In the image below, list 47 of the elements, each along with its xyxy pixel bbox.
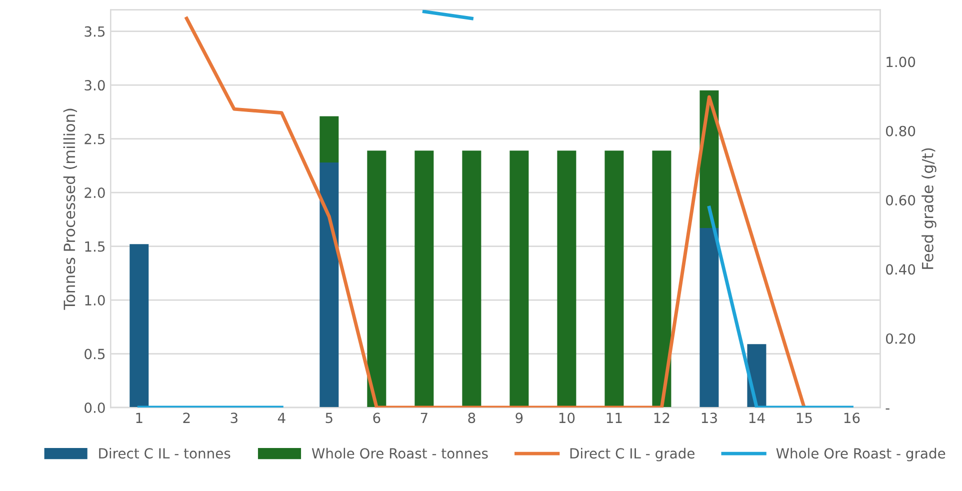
bar — [652, 150, 672, 408]
x-tick-label: 10 — [559, 412, 575, 424]
x-tick-label: 2 — [183, 412, 190, 423]
y-tick-label: 1.5 — [85, 241, 105, 252]
bar — [700, 228, 719, 408]
y-tick-label: 0.5 — [84, 348, 105, 360]
y2-tick-label: 1.00 — [886, 56, 916, 68]
y2-axis-title: Feed grade (g/t) — [922, 148, 936, 269]
y-tick-label: 2.5 — [84, 134, 105, 144]
x-tick-label: 12 — [654, 412, 670, 423]
bar — [320, 162, 339, 408]
legend-label: Whole Ore Roast - grade — [776, 448, 946, 462]
x-tick-label: 6 — [373, 412, 380, 424]
y-tick-label: 1.0 — [85, 295, 105, 306]
x-tick-label: 3 — [230, 412, 238, 424]
x-tick-label: 8 — [468, 412, 476, 424]
bar — [557, 150, 576, 408]
bar — [130, 244, 149, 408]
x-tick-label: 9 — [516, 412, 523, 424]
bar — [604, 150, 624, 408]
legend-label: Whole Ore Roast - tonnes — [312, 448, 488, 459]
y2-tick-label: 0.60 — [886, 195, 916, 206]
bar — [510, 150, 529, 408]
bar — [462, 150, 482, 408]
x-tick-label: 16 — [844, 412, 860, 424]
x-tick-label: 13 — [702, 412, 717, 424]
x-tick-label: 14 — [749, 412, 765, 423]
legend-label: Direct C IL - tonnes — [99, 448, 230, 459]
x-tick-label: 5 — [326, 412, 332, 424]
y-tick-label: 3.0 — [84, 80, 105, 91]
bar — [367, 150, 386, 408]
y-tick-label: 2.0 — [84, 188, 105, 198]
x-tick-label: 15 — [796, 412, 812, 424]
x-tick-label: 1 — [136, 412, 142, 423]
x-tick-label: 4 — [278, 412, 286, 423]
y2-tick-label: 0.80 — [886, 126, 916, 136]
legend-label: Direct C IL - grade — [570, 448, 694, 462]
bar — [320, 116, 339, 162]
x-tick-label: 7 — [420, 412, 428, 423]
y-tick-label: 3.5 — [84, 26, 105, 37]
y2-tick-label: 0.40 — [886, 264, 916, 275]
y2-tick-label: 0.20 — [886, 333, 916, 344]
x-tick-label: 11 — [606, 412, 622, 423]
y2-tick-label: - — [886, 408, 890, 410]
y-axis-title: Tonnes Processed (million) — [63, 108, 77, 310]
bar — [414, 150, 434, 408]
y-tick-label: 0.0 — [84, 402, 105, 414]
